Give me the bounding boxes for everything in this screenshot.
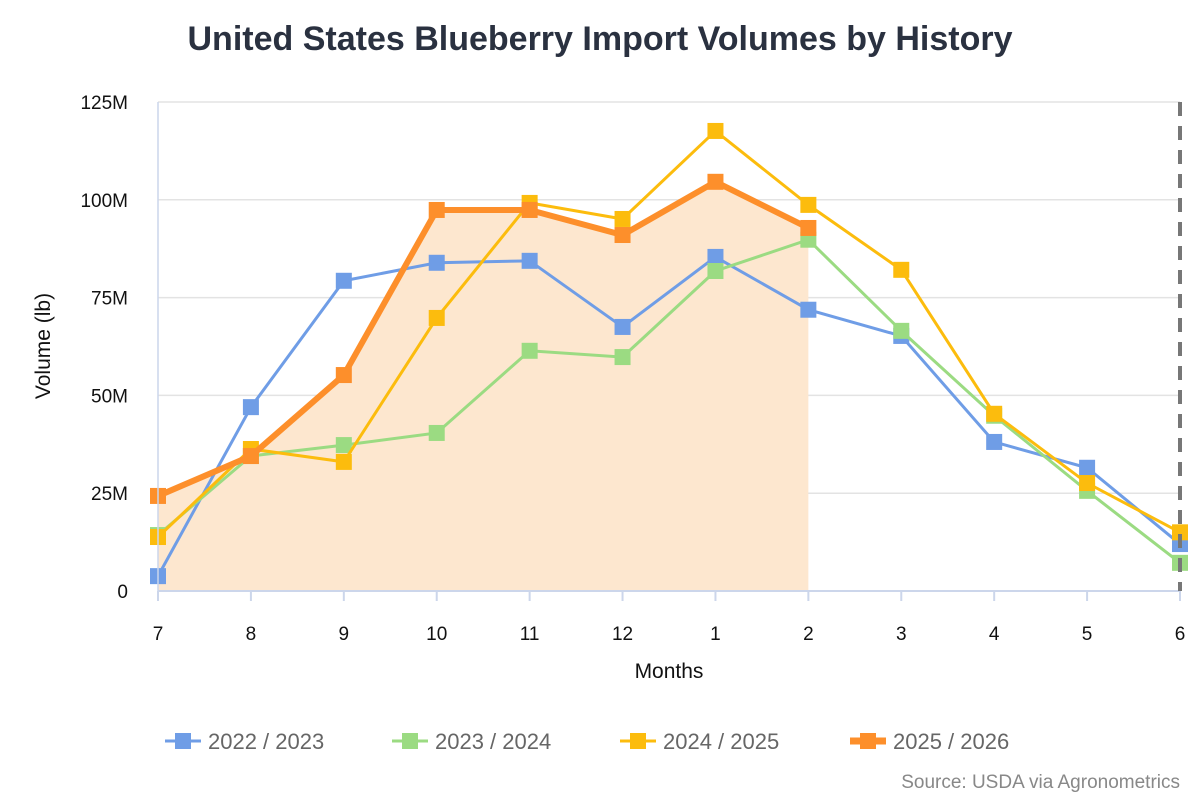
data-point <box>800 301 817 318</box>
series-line <box>157 237 1181 565</box>
data-point <box>707 248 724 265</box>
data-point <box>986 433 1003 450</box>
data-point <box>242 399 259 416</box>
data-point <box>1172 524 1188 541</box>
legend-label: 2024 / 2025 <box>663 729 779 754</box>
x-tick-label: 12 <box>612 624 633 645</box>
data-point <box>242 448 259 465</box>
chart-title: United States Blueberry Import Volumes b… <box>188 20 1013 58</box>
series-line <box>156 255 1181 577</box>
data-point <box>521 252 538 269</box>
x-tick-label: 8 <box>246 624 257 645</box>
data-point <box>800 196 817 213</box>
y-tick-label: 125M <box>80 93 128 114</box>
data-point <box>335 272 352 289</box>
data-point <box>335 453 352 470</box>
data-point <box>986 405 1003 422</box>
data-point <box>428 309 445 326</box>
x-tick-label: 9 <box>339 624 350 645</box>
data-point <box>893 322 910 339</box>
legend-label: 2025 / 2026 <box>893 729 1009 754</box>
x-tick-label: 2 <box>803 624 814 645</box>
data-point <box>521 342 538 359</box>
x-tick-label: 4 <box>989 624 1000 645</box>
x-tick-label: 7 <box>153 624 164 645</box>
y-tick-label: 0 <box>117 582 128 603</box>
series-line <box>156 128 1181 539</box>
y-tick-label: 75M <box>91 289 128 310</box>
legend-label: 2023 / 2024 <box>435 729 551 754</box>
x-tick-label: 6 <box>1175 624 1186 645</box>
data-point <box>614 227 631 244</box>
x-tick-label: 5 <box>1082 624 1093 645</box>
source-note: Source: USDA via Agronometrics <box>901 772 1180 793</box>
y-axis-label: Volume (lb) <box>32 293 55 399</box>
data-point <box>1079 459 1096 476</box>
data-point <box>707 122 724 139</box>
data-point <box>335 367 352 384</box>
x-tick-label: 3 <box>896 624 907 645</box>
legend-marker <box>175 733 191 749</box>
data-point <box>428 201 445 218</box>
data-point <box>428 424 445 441</box>
legend-marker <box>402 733 418 749</box>
data-point <box>614 349 631 366</box>
data-point <box>707 173 724 190</box>
data-point <box>521 201 538 218</box>
data-point <box>428 254 445 271</box>
legend-marker <box>860 733 876 749</box>
x-tick-label: 1 <box>710 624 721 645</box>
legend-marker <box>630 733 646 749</box>
x-tick-label: 11 <box>520 624 540 645</box>
series-area <box>158 181 809 591</box>
y-tick-label: 50M <box>91 386 128 407</box>
y-tick-label: 25M <box>91 484 128 505</box>
data-point <box>614 318 631 335</box>
data-point <box>614 210 631 227</box>
x-axis-label: Months <box>635 660 704 683</box>
data-point <box>335 437 352 454</box>
series-line <box>156 178 810 499</box>
data-point <box>893 261 910 278</box>
y-tick-label: 100M <box>80 191 128 212</box>
legend-label: 2022 / 2023 <box>208 729 324 754</box>
data-point <box>707 262 724 279</box>
x-tick-label: 10 <box>426 624 447 645</box>
data-point <box>1079 475 1096 492</box>
data-point <box>800 219 817 236</box>
